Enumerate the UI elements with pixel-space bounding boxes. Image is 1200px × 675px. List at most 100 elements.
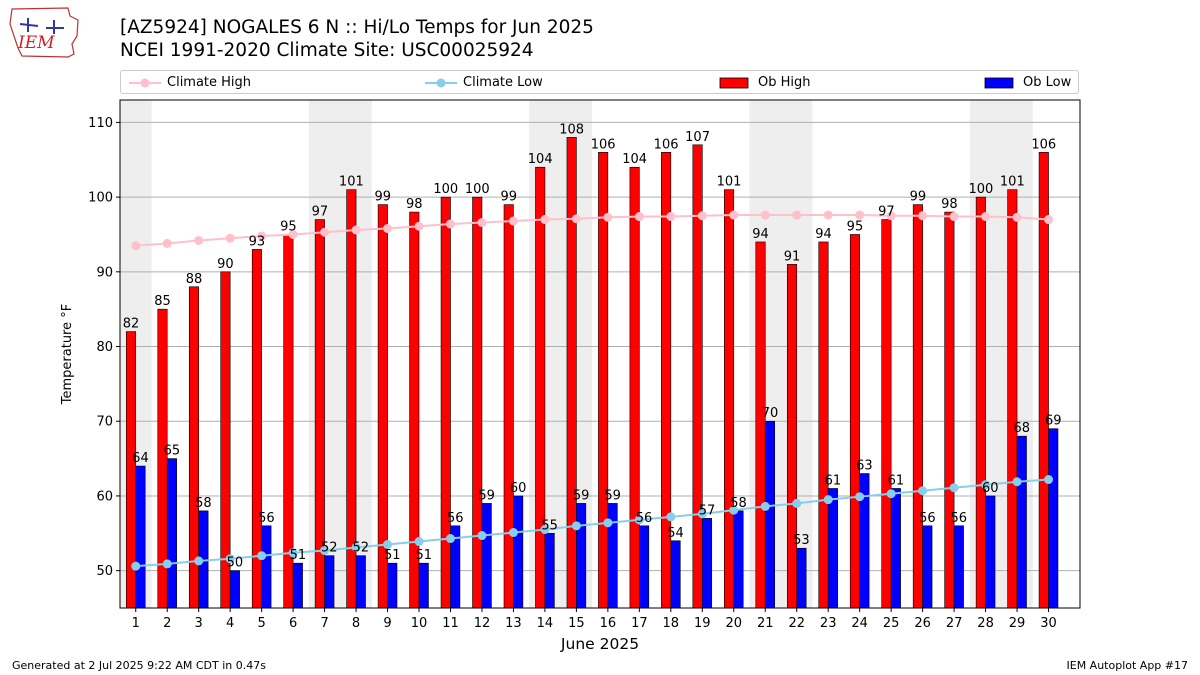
bar-ob-low — [859, 473, 870, 609]
data-label-ob-low: 58 — [195, 496, 212, 511]
data-label-ob-high: 91 — [784, 249, 801, 264]
chart-title: [AZ5924] NOGALES 6 N :: Hi/Lo Temps for … — [120, 17, 594, 38]
x-tick-label: 13 — [505, 616, 522, 631]
data-label-ob-high: 101 — [717, 175, 742, 190]
point-climate-high — [1012, 212, 1022, 222]
point-climate-low — [383, 540, 393, 549]
data-label-ob-high: 88 — [186, 272, 203, 287]
point-climate-high — [351, 225, 361, 235]
data-label-ob-low: 53 — [793, 533, 810, 548]
data-label-ob-high: 95 — [847, 219, 864, 234]
data-label-ob-high: 90 — [217, 257, 234, 272]
bar-ob-high — [1007, 189, 1018, 609]
data-label-ob-low: 64 — [132, 451, 149, 466]
x-tick-label: 11 — [442, 616, 459, 631]
x-tick-label: 3 — [195, 616, 203, 631]
bar-ob-low — [827, 488, 838, 609]
bar-ob-high — [692, 144, 703, 609]
data-label-ob-high: 85 — [154, 294, 171, 309]
bar-ob-low — [1016, 435, 1027, 609]
data-label-ob-low: 58 — [730, 496, 747, 511]
data-label-ob-high: 97 — [312, 205, 329, 220]
bar-ob-low — [922, 525, 933, 609]
data-label-ob-low: 65 — [164, 444, 181, 459]
point-climate-low — [823, 495, 833, 505]
point-climate-low — [445, 534, 455, 544]
weekend-shade — [308, 100, 372, 608]
weekend-shade — [529, 100, 593, 608]
point-climate-high — [697, 211, 707, 221]
y-tick-label: 80 — [96, 340, 113, 355]
point-climate-low — [571, 521, 581, 531]
bar-ob-low — [544, 532, 555, 609]
point-climate-low — [194, 556, 204, 566]
footer-app: IEM Autoplot App #17 — [1066, 659, 1189, 672]
x-tick-label: 16 — [600, 616, 617, 631]
data-label-ob-high: 108 — [559, 122, 584, 137]
iem-logo: IEM — [9, 7, 79, 58]
data-label-ob-low: 51 — [290, 548, 307, 563]
point-climate-low — [760, 501, 770, 511]
bar-ob-low — [733, 510, 744, 609]
data-label-ob-low: 51 — [415, 548, 432, 563]
x-tick-label: 28 — [977, 616, 994, 631]
x-tick-label: 10 — [411, 616, 428, 631]
point-climate-high — [1044, 215, 1054, 225]
bar-ob-high — [440, 196, 451, 609]
bar-ob-low — [292, 562, 303, 609]
data-label-ob-low: 51 — [384, 548, 401, 563]
bar-ob-low — [481, 503, 492, 609]
bar-ob-high — [472, 196, 483, 609]
data-label-ob-high: 82 — [123, 317, 140, 332]
data-label-ob-high: 106 — [654, 137, 679, 152]
x-tick-label: 19 — [694, 616, 711, 631]
x-tick-label: 8 — [352, 616, 360, 631]
plot-frame — [119, 99, 1081, 609]
point-climate-low — [792, 498, 802, 508]
bar-ob-high — [251, 249, 262, 609]
data-label-ob-high: 94 — [815, 227, 832, 242]
data-label-ob-high: 104 — [528, 152, 553, 167]
point-climate-low — [981, 480, 991, 490]
data-label-ob-high: 93 — [249, 234, 266, 249]
point-climate-high — [162, 238, 172, 248]
bar-ob-high — [346, 189, 357, 609]
y-tick-label: 70 — [96, 415, 113, 430]
data-label-ob-low: 55 — [541, 518, 558, 533]
bar-ob-high — [755, 241, 766, 609]
point-climate-low — [697, 509, 707, 519]
x-tick-label: 2 — [163, 616, 171, 631]
point-climate-high — [383, 223, 393, 233]
x-tick-label: 29 — [1009, 616, 1026, 631]
bar-ob-low — [355, 555, 366, 609]
x-tick-label: 24 — [851, 616, 868, 631]
data-label-ob-low: 61 — [888, 473, 905, 488]
bar-ob-high — [975, 196, 986, 609]
point-climate-high — [477, 218, 487, 228]
point-climate-low — [1044, 475, 1054, 485]
x-tick-label: 12 — [474, 616, 491, 631]
data-label-ob-high: 98 — [941, 197, 958, 212]
data-label-ob-high: 106 — [1031, 137, 1056, 152]
bar-ob-high — [1038, 151, 1049, 609]
point-climate-low — [729, 505, 739, 515]
bar-ob-low — [513, 495, 524, 609]
point-climate-low — [257, 551, 267, 561]
bar-ob-low — [387, 562, 398, 609]
line-climate-high — [135, 214, 1049, 247]
data-label-ob-low: 61 — [825, 473, 842, 488]
point-climate-low — [162, 559, 172, 569]
bar-ob-low — [1048, 428, 1059, 609]
data-label-ob-high: 99 — [500, 190, 517, 205]
bar-ob-low — [607, 503, 618, 609]
x-tick-label: 21 — [757, 616, 774, 631]
y-tick-label: 110 — [88, 116, 113, 131]
data-label-ob-high: 98 — [406, 197, 423, 212]
bar-ob-high — [629, 166, 640, 609]
point-climate-high — [918, 211, 928, 221]
data-label-ob-low: 59 — [478, 488, 495, 503]
x-tick-label: 27 — [946, 616, 963, 631]
x-tick-label: 14 — [537, 616, 554, 631]
point-climate-low — [288, 548, 298, 558]
data-label-ob-low: 60 — [982, 481, 999, 496]
